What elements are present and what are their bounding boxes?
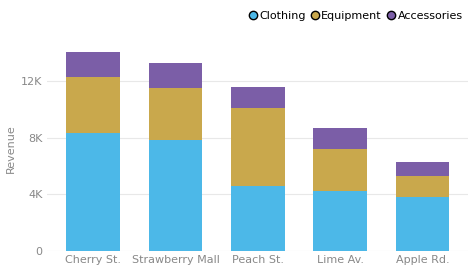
Bar — [149, 88, 202, 140]
Bar — [231, 108, 285, 186]
Bar — [231, 87, 285, 108]
Bar — [231, 186, 285, 251]
Bar — [66, 77, 120, 133]
Bar — [313, 149, 367, 191]
Bar — [396, 162, 449, 176]
Bar — [396, 176, 449, 197]
Bar — [66, 133, 120, 251]
Bar — [396, 197, 449, 251]
Bar — [313, 128, 367, 149]
Bar — [149, 63, 202, 88]
Bar — [313, 191, 367, 251]
Y-axis label: Revenue: Revenue — [6, 124, 16, 173]
Legend: Clothing, Equipment, Accessories: Clothing, Equipment, Accessories — [246, 7, 467, 25]
Bar — [66, 51, 120, 77]
Bar — [149, 140, 202, 251]
